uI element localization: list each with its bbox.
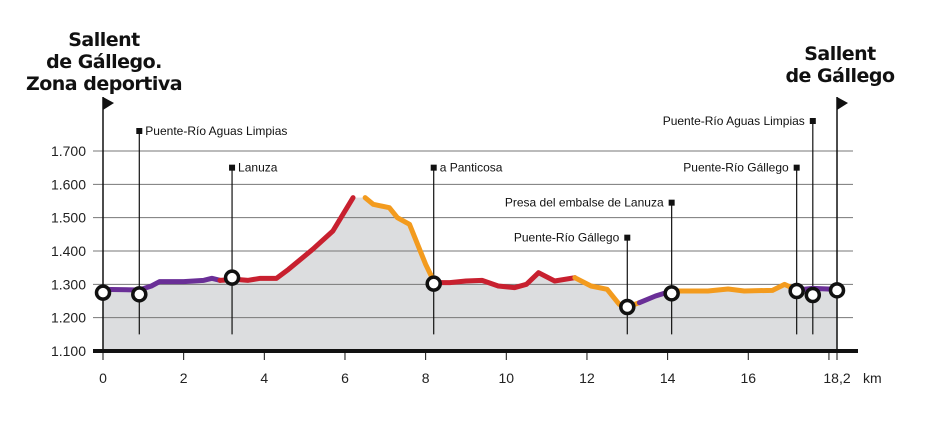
annotation-label: Lanuza	[238, 161, 278, 175]
waypoint-marker	[619, 298, 636, 316]
annotation-label: Puente-Río Gállego	[514, 231, 620, 245]
profile-segment-orange	[362, 195, 437, 284]
start-title: de Gállego.	[46, 51, 162, 73]
profile-segment-red	[217, 195, 356, 283]
x-tick-label: 16	[740, 370, 756, 386]
flag-start-icon	[103, 97, 114, 110]
y-tick-label: 1.500	[51, 210, 86, 226]
start-title: Sallent	[68, 29, 140, 51]
waypoint-marker	[788, 282, 805, 300]
y-tick-label: 1.100	[51, 343, 86, 359]
flag-end-icon	[837, 97, 849, 110]
waypoint-marker	[94, 284, 112, 301]
x-tick-label: 12	[579, 370, 595, 386]
profile-area	[103, 197, 838, 351]
annotation-label: a Panticosa	[440, 161, 503, 175]
y-tick-label: 1.600	[51, 176, 86, 192]
waypoint-marker	[804, 286, 822, 304]
annotation-label: Puente-Río Aguas Limpias	[145, 124, 287, 138]
profile-segment-orange	[669, 281, 800, 294]
y-tick-label: 1.300	[51, 276, 86, 292]
y-tick-label: 1.700	[51, 143, 86, 159]
x-tick-label: 2	[180, 370, 188, 386]
x-tick-label: 14	[660, 370, 676, 386]
y-tick-label: 1.200	[51, 310, 86, 326]
x-axis-label: km	[863, 370, 882, 386]
annotation-marker	[809, 118, 816, 124]
waypoint-marker	[425, 275, 442, 292]
annotation-marker	[668, 199, 675, 206]
annotation-marker	[624, 234, 631, 241]
waypoint-marker	[828, 282, 846, 299]
annotation-marker	[430, 164, 437, 171]
annotation-marker	[229, 164, 236, 171]
annotation-label: Puente-Río Gállego	[683, 161, 789, 175]
waypoint-marker	[663, 285, 680, 302]
waypoint-marker	[131, 286, 148, 303]
x-tick-label: 0	[99, 370, 107, 386]
start-title: Zona deportiva	[26, 73, 182, 95]
annotation-label: Presa del embalse de Lanuza	[505, 196, 664, 210]
end-title: Sallent	[804, 43, 876, 65]
annotation-label: Puente-Río Aguas Limpias	[663, 114, 805, 128]
y-tick-label: 1.400	[51, 243, 86, 259]
waypoint-marker	[223, 269, 241, 286]
x-tick-label: 6	[341, 370, 349, 386]
x-tick-label: 4	[260, 370, 268, 386]
x-tick-label: 10	[499, 370, 515, 386]
end-title: de Gállego	[785, 65, 895, 87]
annotation-marker	[793, 164, 800, 171]
x-tick-label: 18,2	[823, 370, 850, 386]
annotation-marker	[136, 128, 143, 134]
x-tick-label: 8	[422, 370, 430, 386]
profile-segment-red	[431, 270, 578, 291]
